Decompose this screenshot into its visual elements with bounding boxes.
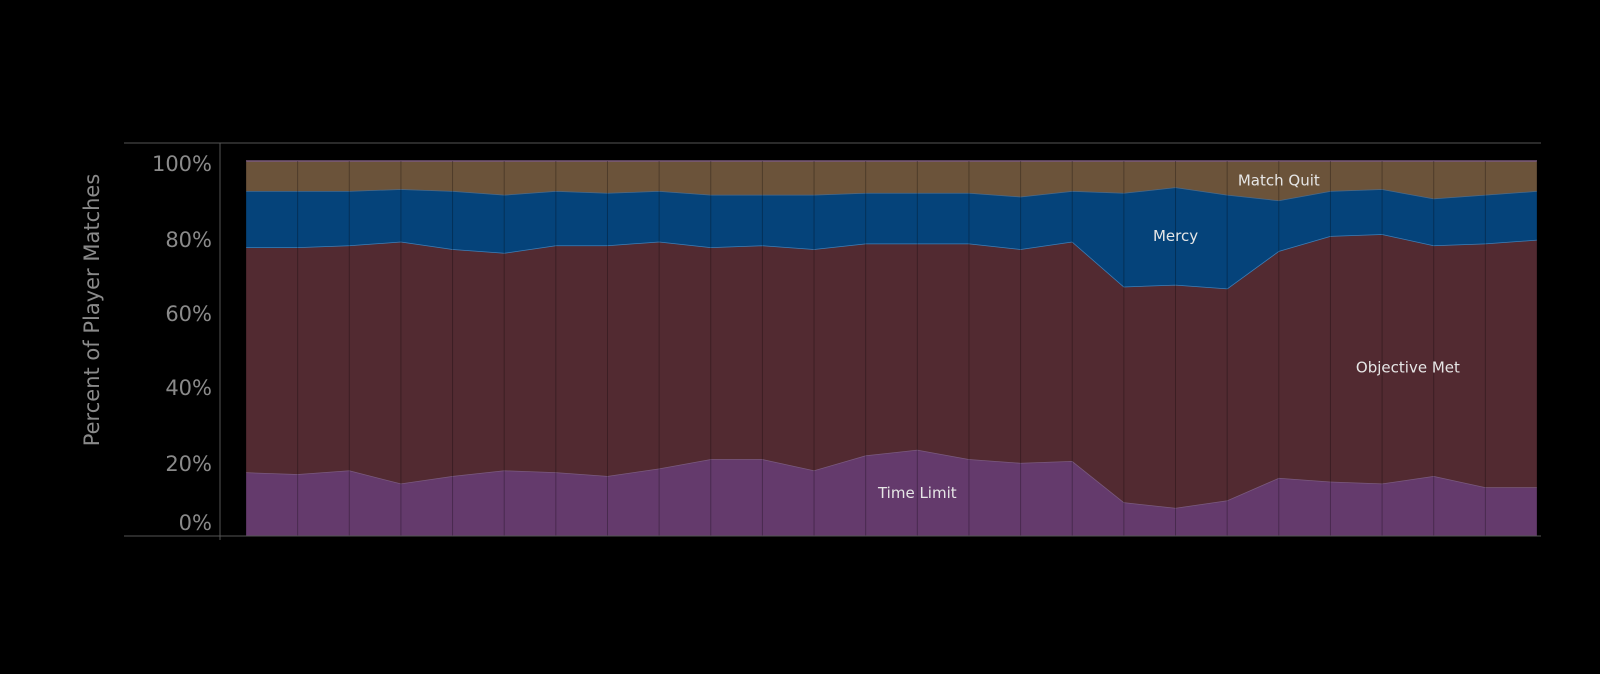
series-label-mercy: Mercy bbox=[1153, 227, 1198, 245]
y-tick-label: 0% bbox=[179, 511, 212, 535]
area-mercy bbox=[246, 187, 1537, 289]
y-tick-labels: 0% 20% 40% 60% 80% 100% bbox=[152, 152, 212, 535]
series-label-objective-met: Objective Met bbox=[1356, 358, 1460, 376]
series-label-time-limit: Time Limit bbox=[877, 484, 957, 502]
area-layers bbox=[245, 160, 1538, 536]
y-tick-label: 80% bbox=[165, 228, 212, 252]
area-match-quit bbox=[246, 161, 1537, 201]
area-time-limit bbox=[246, 449, 1537, 536]
column-separators bbox=[245, 161, 1538, 536]
y-tick-label: 100% bbox=[152, 152, 212, 176]
series-label-match-quit: Match Quit bbox=[1238, 172, 1320, 190]
y-tick-label: 40% bbox=[165, 376, 212, 400]
axes bbox=[124, 142, 1541, 540]
y-axis-label: Percent of Player Matches bbox=[80, 174, 104, 447]
y-tick-label: 20% bbox=[165, 452, 212, 476]
series-labels: Time Limit Objective Met Mercy Match Quit bbox=[877, 172, 1460, 502]
area-objective-met bbox=[246, 234, 1537, 508]
y-tick-label: 60% bbox=[165, 302, 212, 326]
